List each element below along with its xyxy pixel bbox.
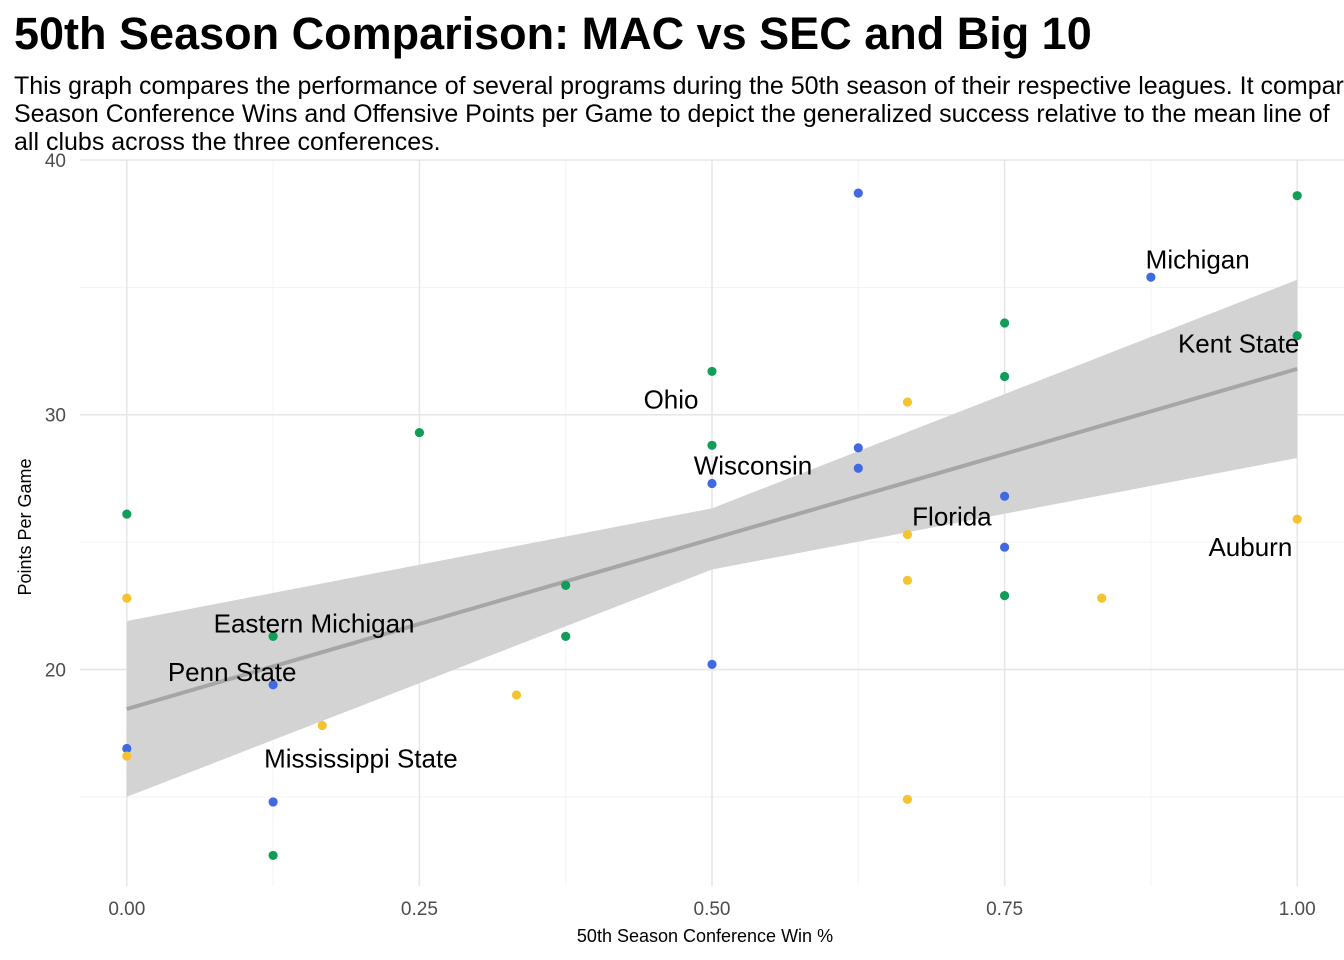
regression-line	[126, 366, 1298, 711]
axis-ticks: 0.00 0.25 0.50 0.75 1.00 20 30 40	[45, 151, 1316, 920]
data-point	[1292, 331, 1302, 341]
data-point	[268, 631, 278, 641]
point-label: Wisconsin	[694, 451, 812, 481]
point-label: Florida	[912, 502, 992, 532]
data-point	[707, 440, 717, 450]
data-point	[902, 529, 913, 540]
data-point	[1146, 272, 1156, 282]
data-point	[902, 794, 913, 804]
y-tick-label: 20	[45, 660, 66, 681]
y-axis-label: Points Per Game	[15, 458, 35, 595]
data-point	[268, 797, 278, 807]
x-tick-label: 1.00	[1279, 899, 1316, 920]
data-point	[853, 188, 863, 198]
data-point	[707, 366, 717, 377]
point-label: Michigan	[1146, 244, 1250, 274]
data-point	[122, 743, 132, 754]
subtitle-line: Season Conference Wins and Offensive Poi…	[14, 100, 1330, 128]
data-point	[268, 850, 278, 861]
data-point	[999, 371, 1010, 382]
point-label: Ohio	[644, 384, 699, 414]
data-point	[122, 593, 132, 603]
data-point	[999, 591, 1010, 601]
y-tick-label: 30	[45, 406, 66, 427]
data-point	[1097, 593, 1107, 603]
data-point	[902, 575, 913, 585]
x-tick-label: 0.50	[694, 899, 731, 920]
subtitle-line: This graph compares the performance of s…	[14, 72, 1344, 100]
data-point	[268, 680, 278, 690]
x-axis-label: 50th Season Conference Win %	[577, 926, 833, 946]
point-labels: Michigan Kent State Ohio Wisconsin Florida Au…	[168, 244, 1300, 773]
data-point	[707, 478, 717, 489]
point-label: Penn State	[168, 657, 297, 687]
data-point	[902, 397, 913, 407]
trend-line	[126, 366, 1298, 711]
data-point	[999, 318, 1010, 328]
data-point	[853, 463, 863, 473]
data-point	[853, 443, 863, 453]
x-tick-label: 0.25	[401, 899, 438, 920]
data-point	[414, 427, 425, 438]
data-point	[511, 690, 522, 700]
x-tick-label: 0.00	[108, 899, 145, 920]
data-point	[122, 751, 132, 761]
point-label: Eastern Michigan	[214, 609, 415, 639]
data-point	[561, 580, 571, 591]
data-point	[1292, 191, 1302, 201]
data-point	[122, 509, 132, 519]
data-point	[561, 631, 571, 641]
point-label: Kent State	[1178, 328, 1299, 358]
data-point	[317, 720, 327, 731]
y-tick-label: 40	[45, 151, 66, 172]
data-point	[999, 491, 1010, 501]
data-point	[1292, 514, 1302, 524]
point-label: Auburn	[1208, 532, 1292, 562]
point-label: Mississippi State	[264, 744, 458, 774]
subtitle-line: all clubs across the three conferences.	[14, 128, 441, 156]
chart-subtitle: This graph compares the performance of s…	[14, 72, 1344, 156]
data-points	[122, 188, 1302, 861]
data-point	[999, 542, 1010, 552]
data-point	[707, 659, 717, 669]
x-tick-label: 0.75	[986, 899, 1023, 920]
chart-title: 50th Season Comparison: MAC vs SEC and B…	[14, 8, 1092, 59]
